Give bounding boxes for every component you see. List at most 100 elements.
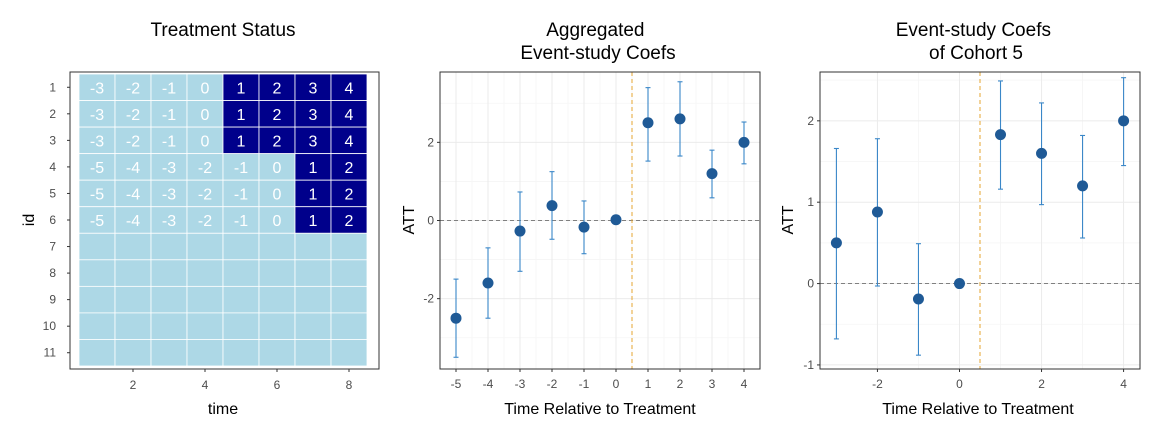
heatmap-cell-label: -1 xyxy=(234,186,248,203)
heatmap-cell xyxy=(222,232,260,261)
heatmap-y-tick-label: 10 xyxy=(43,319,57,333)
heatmap-cell-label: 2 xyxy=(345,213,354,230)
cohort5-title-line-2: of Cohort 5 xyxy=(929,43,1023,64)
treatment-status-panel: Treatment Status -3 -2 -1 0 1 2 3 4-3 -2 -1 0 1 2 3 4-… xyxy=(21,20,380,418)
x-tick-label: 1 xyxy=(645,377,652,391)
cohort5-marks xyxy=(830,77,1130,356)
aggregated-ticks: -5 -4 -3 -2 -1 0 1 2 3 4 -2 0 2 xyxy=(423,135,747,391)
heatmap-cell-label: 2 xyxy=(273,107,282,124)
heatmap-cell-label: -5 xyxy=(90,186,104,203)
heatmap-cell-label: -1 xyxy=(234,160,248,177)
coef-point xyxy=(995,129,1007,141)
heatmap-cell xyxy=(150,259,188,287)
heatmap-cell xyxy=(186,339,224,367)
heatmap-cell xyxy=(258,259,296,287)
heatmap-cell-label: 2 xyxy=(273,133,282,150)
x-tick-label: -1 xyxy=(579,377,590,391)
heatmap-cell xyxy=(150,179,188,208)
heatmap-cell xyxy=(222,285,260,314)
heatmap-cell xyxy=(186,285,224,314)
x-tick-label: -3 xyxy=(515,377,526,391)
heatmap-cell xyxy=(330,232,368,261)
heatmap-cell xyxy=(258,285,296,314)
heatmap-cell-label: -1 xyxy=(234,213,248,230)
heatmap-cell xyxy=(78,312,116,340)
aggregated-y-axis-title: ATT xyxy=(401,205,418,234)
heatmap-cell xyxy=(222,100,260,128)
heatmap-cell xyxy=(114,285,152,314)
coef-point xyxy=(706,168,718,180)
heatmap-x-tick-label: 6 xyxy=(274,378,281,392)
coef-point xyxy=(514,225,526,237)
heatmap-cell-label: 1 xyxy=(237,80,246,97)
heatmap-cell xyxy=(150,100,188,128)
heatmap-cell-label: -2 xyxy=(126,133,140,150)
heatmap-y-tick-label: 8 xyxy=(49,266,56,280)
heatmap-cell xyxy=(186,259,224,287)
heatmap-cell xyxy=(114,259,152,287)
heatmap-x-ticks: 2 4 6 8 xyxy=(130,369,353,392)
heatmap-cell-label: -3 xyxy=(90,80,104,97)
heatmap-y-tick-label: 1 xyxy=(49,80,56,94)
heatmap-cell xyxy=(294,232,332,261)
heatmap-cell xyxy=(150,126,188,155)
heatmap-cell-label: 4 xyxy=(345,107,354,124)
heatmap-y-tick-label: 6 xyxy=(49,213,56,227)
coef-point xyxy=(450,312,462,324)
heatmap-cell-label: -3 xyxy=(162,186,176,203)
heatmap-cell-label: 0 xyxy=(201,80,210,97)
y-tick-label: 1 xyxy=(807,195,814,209)
y-tick-label: 2 xyxy=(807,114,814,128)
heatmap-cell xyxy=(150,153,188,181)
coef-point xyxy=(912,293,924,305)
heatmap-cell-label: 1 xyxy=(237,133,246,150)
heatmap-cell-label: -2 xyxy=(126,107,140,124)
heatmap-y-axis-title: id xyxy=(21,214,38,226)
heatmap-cell-label: 0 xyxy=(201,133,210,150)
heatmap-cell xyxy=(222,312,260,340)
heatmap-cell-label: 0 xyxy=(273,186,282,203)
y-tick-label: -2 xyxy=(423,292,434,306)
heatmap-cell xyxy=(330,285,368,314)
coef-point xyxy=(830,237,842,249)
x-tick-label: 2 xyxy=(1038,377,1045,391)
heatmap-cell xyxy=(330,206,368,234)
heatmap-cell xyxy=(222,206,260,234)
heatmap-cell-label: -3 xyxy=(162,160,176,177)
cohort5-x-axis-title: Time Relative to Treatment xyxy=(882,401,1074,418)
heatmap-y-tick-label: 11 xyxy=(44,346,57,360)
heatmap-cell-label: -1 xyxy=(162,80,176,97)
heatmap-cell-label: 0 xyxy=(201,107,210,124)
x-tick-label: 0 xyxy=(956,377,963,391)
heatmap-cell xyxy=(294,259,332,287)
heatmap-cell xyxy=(258,232,296,261)
heatmap-cell-label: -2 xyxy=(198,186,212,203)
heatmap-cell xyxy=(222,339,260,367)
heatmap-cell-label: 0 xyxy=(273,160,282,177)
heatmap-cell xyxy=(222,259,260,287)
heatmap-cell xyxy=(186,126,224,155)
heatmap-cell xyxy=(258,126,296,155)
heatmap-cell xyxy=(114,232,152,261)
heatmap-cell-label: -2 xyxy=(198,160,212,177)
heatmap-cell xyxy=(114,153,152,181)
coef-point xyxy=(1036,147,1048,159)
x-tick-label: 3 xyxy=(709,377,716,391)
heatmap-cell xyxy=(294,206,332,234)
heatmap-cell-label: -4 xyxy=(126,160,140,177)
cohort5-y-axis-title: ATT xyxy=(780,205,797,234)
heatmap-cell-label: -2 xyxy=(126,80,140,97)
heatmap-cell-label: 1 xyxy=(309,213,318,230)
heatmap-cell xyxy=(150,312,188,340)
heatmap-cell xyxy=(330,259,368,287)
heatmap-cell xyxy=(150,285,188,314)
heatmap-y-tick-label: 3 xyxy=(49,133,56,147)
x-tick-label: 2 xyxy=(677,377,684,391)
heatmap-cell-label: -3 xyxy=(90,133,104,150)
heatmap-cell-label: 1 xyxy=(309,186,318,203)
heatmap-cell xyxy=(294,100,332,128)
cohort5-reference-lines xyxy=(820,72,1140,369)
heatmap-cell-label: -1 xyxy=(162,133,176,150)
aggregated-title: Aggregated Event-study Coefs xyxy=(520,20,675,64)
heatmap-cell-label: 3 xyxy=(309,107,318,124)
